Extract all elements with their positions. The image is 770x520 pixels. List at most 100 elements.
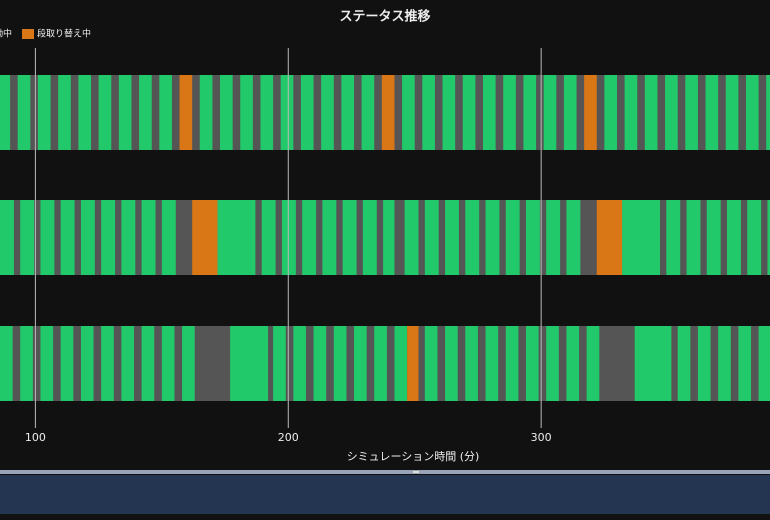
segment — [220, 75, 233, 150]
segment — [342, 200, 357, 275]
segment — [192, 200, 218, 275]
segment — [718, 326, 731, 401]
segment — [462, 75, 476, 150]
segment — [302, 200, 317, 275]
segment — [725, 75, 739, 150]
plot — [0, 48, 770, 428]
segment — [141, 326, 155, 401]
segment — [362, 200, 377, 275]
segment — [604, 75, 618, 150]
segment — [101, 200, 116, 275]
segment — [322, 200, 337, 275]
segment — [665, 75, 678, 150]
segment — [624, 75, 638, 150]
segment — [485, 200, 500, 275]
segment — [706, 200, 721, 275]
segment — [300, 75, 314, 150]
segment — [727, 200, 741, 275]
segment — [505, 326, 519, 401]
segment — [485, 326, 499, 401]
segment — [767, 200, 770, 275]
segment — [622, 200, 660, 275]
segment — [383, 200, 395, 275]
segment — [394, 326, 408, 401]
segment — [37, 75, 51, 150]
segment — [341, 75, 355, 150]
segment — [260, 75, 274, 150]
segment — [586, 326, 600, 401]
segment — [766, 75, 770, 150]
segment — [758, 326, 770, 401]
segment — [525, 326, 539, 401]
scrollbar-edge — [0, 470, 770, 474]
x-tick-label: 300 — [531, 431, 552, 444]
segment — [503, 75, 516, 150]
segment — [505, 200, 520, 275]
segment — [280, 75, 294, 150]
segment — [139, 75, 152, 150]
segment — [361, 75, 375, 150]
segment — [101, 326, 114, 401]
segment — [98, 75, 112, 150]
segment — [422, 75, 435, 150]
segment — [78, 75, 92, 150]
segment — [281, 200, 296, 275]
x-tick-label: 200 — [278, 431, 299, 444]
segment — [596, 200, 623, 275]
segment — [381, 75, 395, 150]
segment — [58, 75, 71, 150]
segment — [747, 200, 762, 275]
segment — [141, 200, 156, 275]
segment — [179, 75, 193, 150]
segment — [424, 200, 439, 275]
segment — [40, 326, 54, 401]
segment — [525, 200, 540, 275]
segment — [199, 75, 213, 150]
segment — [80, 200, 95, 275]
segment — [17, 75, 31, 150]
segment — [333, 326, 347, 401]
segment — [40, 200, 55, 275]
legend-label: 稼働中 — [0, 28, 12, 40]
segment — [566, 200, 581, 275]
segment — [465, 200, 480, 275]
segment — [217, 200, 256, 275]
segment — [442, 75, 456, 150]
segment — [374, 326, 387, 401]
segment — [80, 326, 94, 401]
segment — [161, 326, 175, 401]
segment — [666, 200, 681, 275]
bottom-panel[interactable] — [0, 475, 770, 514]
segment — [20, 326, 33, 401]
segment — [745, 75, 759, 150]
segment — [705, 75, 719, 150]
segment — [0, 75, 11, 150]
segment — [563, 75, 577, 150]
segment — [523, 75, 537, 150]
segment — [407, 326, 419, 401]
segment — [0, 326, 13, 401]
segment — [182, 326, 195, 401]
segment — [686, 200, 701, 275]
segment — [0, 200, 14, 275]
x-axis-label: シミュレーション時間 (分) — [347, 450, 480, 463]
legend-swatch — [22, 29, 35, 39]
resize-handle[interactable] — [413, 471, 419, 473]
segment — [121, 326, 135, 401]
segment — [482, 75, 496, 150]
legend-label: 段取り替え中 — [37, 28, 91, 40]
segment — [697, 326, 711, 401]
segment — [321, 75, 334, 150]
segment — [677, 326, 691, 401]
segment — [60, 326, 74, 401]
segment — [634, 326, 672, 401]
x-tick-label: 100 — [25, 431, 46, 444]
segment — [402, 75, 415, 150]
segment — [118, 75, 132, 150]
segment — [161, 200, 176, 275]
segment — [543, 75, 557, 150]
segment — [445, 326, 458, 401]
segment — [584, 75, 597, 150]
